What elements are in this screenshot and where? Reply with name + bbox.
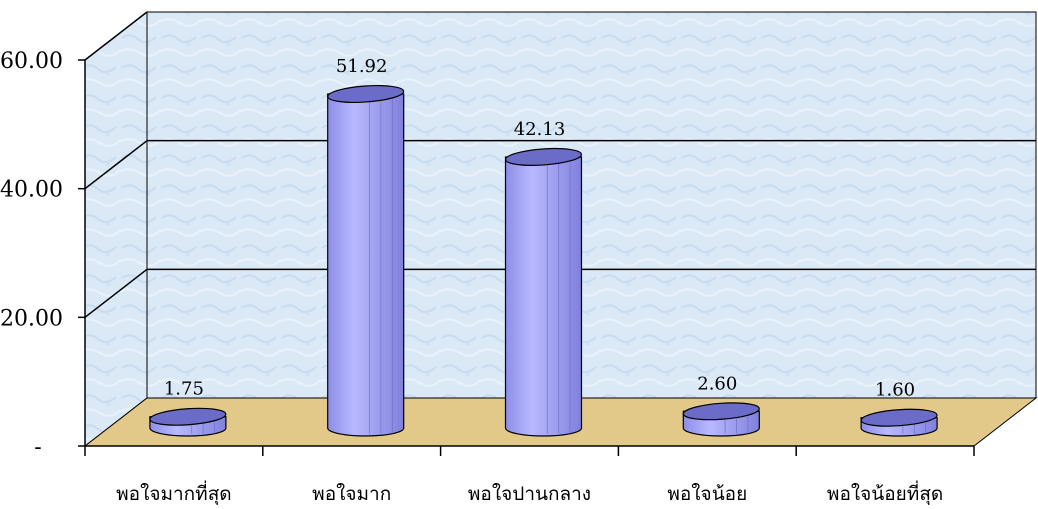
y-tick-label-2: 40.00 xyxy=(0,178,63,203)
gridlines xyxy=(84,11,1036,318)
bar-2 xyxy=(504,147,583,437)
category-label-1: พอใจมาก xyxy=(312,483,391,505)
bar-3 xyxy=(682,402,760,437)
gridline-side-1 xyxy=(84,268,148,318)
bar-body-1 xyxy=(327,93,405,437)
value-label-3: 2.60 xyxy=(697,373,737,394)
y-tick-label-0: - xyxy=(34,435,41,460)
value-label-0: 1.75 xyxy=(164,379,204,400)
bar-4 xyxy=(860,408,938,437)
y-tick-label-1: 20.00 xyxy=(0,306,63,331)
x-axis-ticks xyxy=(84,446,975,456)
gridline-side-3 xyxy=(84,11,148,61)
bar-top-2 xyxy=(504,147,583,166)
bar-top-3 xyxy=(682,402,760,421)
y-tick-label-3: 60.00 xyxy=(0,49,63,74)
value-label-2: 42.13 xyxy=(514,119,566,140)
value-labels: 1.75 51.92 42.13 2.60 1.60 xyxy=(164,56,915,401)
bar-body-2 xyxy=(504,156,583,437)
bars xyxy=(149,84,938,437)
category-label-4: พอใจน้อยที่สุด xyxy=(827,480,943,506)
category-label-3: พอใจน้อย xyxy=(667,483,747,505)
bar-1 xyxy=(327,84,405,437)
bar-top-0 xyxy=(149,407,227,426)
value-label-1: 51.92 xyxy=(336,56,388,77)
category-label-0: พอใจมากที่สุด xyxy=(116,480,232,506)
bar-top-1 xyxy=(327,84,405,103)
y-axis-tick-labels: - 20.00 40.00 60.00 xyxy=(0,49,85,460)
back-wall xyxy=(146,11,1037,399)
category-label-2: พอใจปานกลาง xyxy=(468,483,591,505)
value-label-4: 1.60 xyxy=(875,380,915,401)
bar-top-4 xyxy=(860,408,938,427)
category-labels: พอใจมากที่สุด พอใจมาก พอใจปานกลาง พอใจน้อย พ… xyxy=(116,480,943,506)
bar-0 xyxy=(149,407,227,437)
gridline-side-2 xyxy=(84,140,148,190)
side-wall xyxy=(84,10,148,448)
